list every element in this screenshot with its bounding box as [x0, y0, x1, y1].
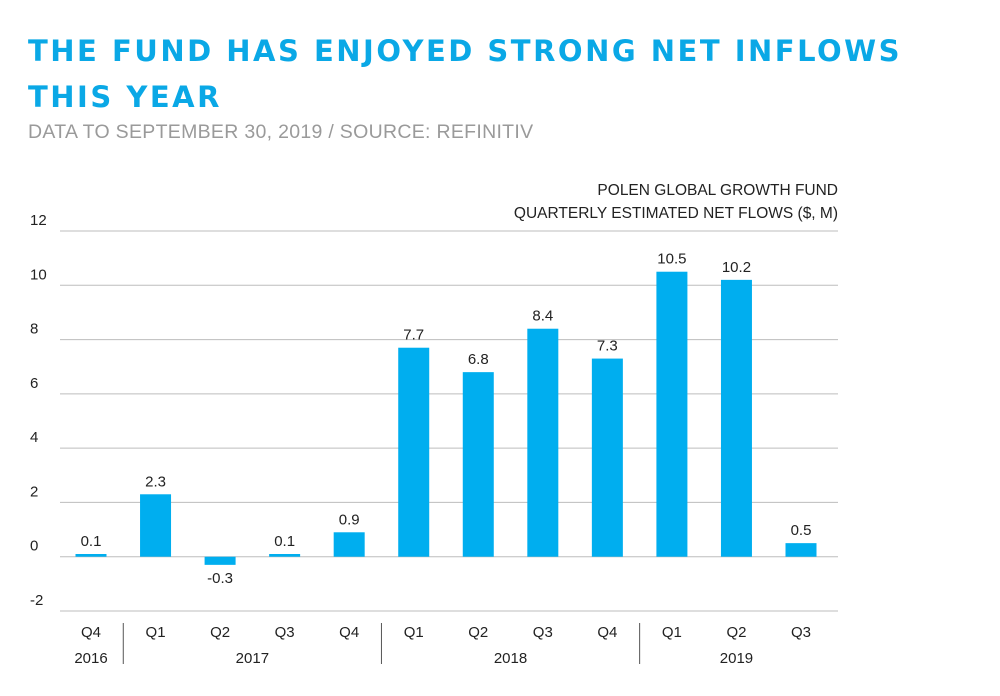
legend-measure: QUARTERLY ESTIMATED NET FLOWS ($, M) — [513, 205, 838, 222]
y-tick-label: -2 — [30, 592, 43, 609]
data-label: -0.3 — [207, 570, 233, 587]
x-tick-label: Q3 — [533, 624, 553, 641]
y-tick-label: 0 — [30, 538, 38, 555]
x-tick-label: Q1 — [662, 624, 682, 641]
x-tick-label: Q4 — [597, 624, 617, 641]
bar — [462, 372, 494, 557]
bar — [333, 532, 365, 557]
bar — [656, 271, 688, 557]
y-tick-label: 2 — [30, 483, 38, 500]
bar — [140, 494, 172, 557]
y-tick-label: 4 — [30, 429, 38, 446]
data-label: 0.9 — [339, 511, 360, 528]
data-label: 0.1 — [81, 533, 102, 550]
y-tick-label: 10 — [30, 266, 47, 283]
bar — [720, 279, 752, 557]
data-label: 10.5 — [657, 251, 686, 268]
bars — [75, 271, 817, 565]
data-label: 2.3 — [145, 473, 166, 490]
data-label: 8.4 — [532, 308, 553, 325]
data-label: 7.3 — [597, 338, 618, 355]
bar — [591, 358, 623, 557]
bar — [785, 543, 817, 557]
data-label: 0.1 — [274, 533, 295, 550]
bar — [204, 556, 236, 565]
x-axis: Q4 Q1 Q2 Q3 Q4 Q1 Q2 Q3 Q4 Q1 Q2 Q3 2016 2017 2018 2019 — [74, 623, 811, 667]
year-label: 2019 — [720, 650, 753, 667]
bar — [75, 554, 107, 557]
y-tick-label: 8 — [30, 321, 38, 338]
bar — [398, 347, 430, 557]
chart-subtitle: DATA TO SEPTEMBER 30, 2019 / SOURCE: REF… — [28, 121, 534, 143]
x-tick-label: Q1 — [146, 624, 166, 641]
x-tick-label: Q4 — [339, 624, 359, 641]
x-tick-label: Q4 — [81, 624, 101, 641]
bar — [269, 554, 301, 557]
chart-title: THE FUND HAS ENJOYED STRONG NET INFLOWS … — [28, 34, 903, 114]
data-label: 10.2 — [722, 259, 751, 276]
x-tick-label: Q2 — [726, 624, 746, 641]
year-label: 2018 — [494, 650, 527, 667]
year-label: 2017 — [236, 650, 269, 667]
data-label: 7.7 — [403, 327, 424, 344]
x-tick-label: Q3 — [791, 624, 811, 641]
bar — [527, 328, 559, 557]
legend-fund-name: POLEN GLOBAL GROWTH FUND — [597, 182, 838, 199]
x-tick-label: Q1 — [404, 624, 424, 641]
x-tick-label: Q2 — [210, 624, 230, 641]
x-tick-label: Q3 — [275, 624, 295, 641]
y-tick-label: 6 — [30, 375, 38, 392]
x-tick-label: Q2 — [468, 624, 488, 641]
gridlines: -2 0 2 4 6 8 10 12 — [30, 212, 838, 612]
y-tick-label: 12 — [30, 212, 47, 229]
data-labels: 0.1 2.3 -0.3 0.1 0.9 7.7 6.8 8.4 7.3 10.5 10.2 0.5 — [81, 251, 812, 587]
data-label: 6.8 — [468, 351, 489, 368]
data-label: 0.5 — [791, 522, 812, 539]
year-label: 2016 — [74, 650, 107, 667]
